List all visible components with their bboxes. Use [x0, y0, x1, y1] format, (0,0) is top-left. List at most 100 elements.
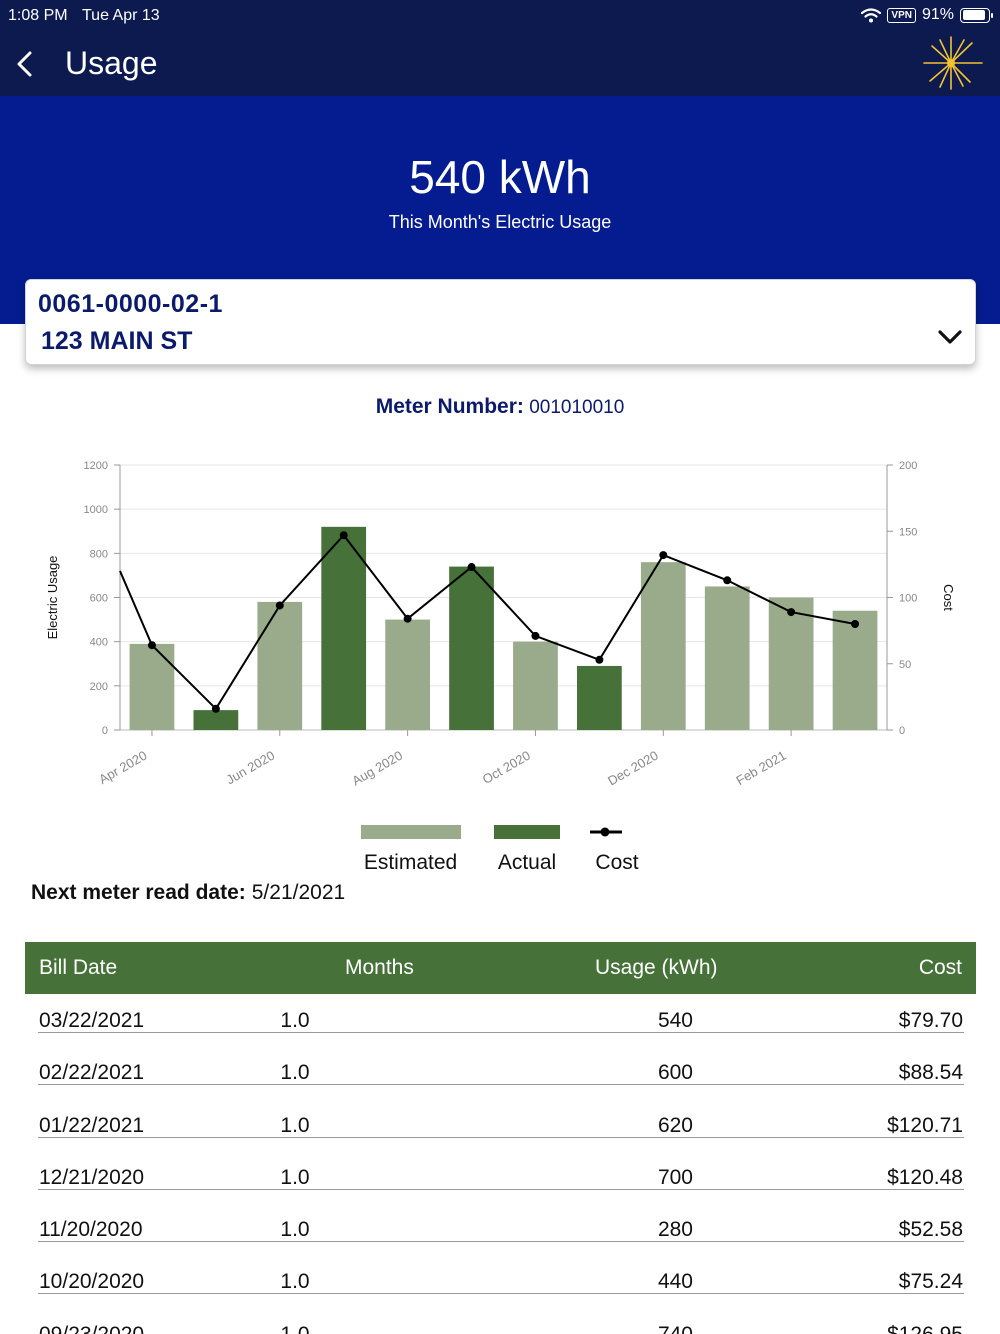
x-tick-label: Aug 2020 — [349, 748, 405, 789]
x-tick-label: Feb 2021 — [734, 748, 789, 788]
row-bill-date: 10/20/2020 — [39, 1270, 145, 1294]
usage-table-body: 03/22/2021 1.0 540 $79.70 02/22/2021 1.0… — [0, 994, 1000, 1334]
usage-table-header: Bill Date Months Usage (kWh) Cost — [25, 942, 976, 994]
bar-estimated — [640, 562, 686, 730]
col-months[interactable]: Months — [345, 956, 414, 979]
y2-axis-label: Cost — [941, 584, 956, 611]
legend-estimated-swatch — [360, 825, 461, 839]
next-read-date: 5/21/2021 — [251, 881, 346, 904]
vpn-badge: VPN — [887, 7, 916, 23]
table-row[interactable]: 03/22/2021 1.0 540 $79.70 — [0, 994, 1000, 1046]
account-selector[interactable]: 0061-0000-02-1 123 MAIN ST — [25, 279, 976, 365]
y-tick-label: 1200 — [84, 460, 108, 472]
row-bill-date: 11/20/2020 — [39, 1218, 143, 1242]
account-address: 123 MAIN ST — [41, 327, 193, 355]
row-cost: $120.48 — [887, 1165, 963, 1189]
battery-percent: 91% — [921, 6, 954, 23]
row-months: 1.0 — [280, 1061, 310, 1085]
row-months: 1.0 — [280, 1113, 310, 1137]
row-cost: $79.70 — [898, 1009, 963, 1032]
table-row[interactable]: 12/21/2020 1.0 700 $120.48 — [0, 1151, 1000, 1203]
cost-point — [403, 614, 412, 623]
legend-actual[interactable]: Actual — [494, 822, 560, 875]
legend-cost-label: Cost — [595, 851, 639, 874]
cost-point — [211, 704, 220, 713]
row-cost: $75.24 — [898, 1270, 963, 1294]
y-tick-label: 0 — [102, 725, 108, 737]
legend-actual-swatch — [494, 825, 560, 839]
bar-estimated — [704, 586, 750, 730]
y-tick-label: 800 — [90, 548, 108, 560]
x-tick-label: Oct 2020 — [480, 748, 533, 787]
usage-chart: 0 200 400 600 800 1000 1200 0 50 100 150 200 Electri… — [45, 460, 956, 789]
table-row[interactable]: 02/22/2021 1.0 600 $88.54 — [0, 1046, 1000, 1098]
row-divider — [38, 1293, 964, 1295]
x-tick-label: Apr 2020 — [96, 748, 149, 787]
chart-legend: Estimated Actual Cost — [0, 822, 1000, 882]
bar-estimated — [513, 641, 558, 730]
meter-number-label: Meter Number: — [375, 395, 524, 418]
status-time: 1:08 PM — [8, 7, 68, 24]
y-tick-label: 200 — [90, 681, 108, 693]
bar-actual — [193, 710, 239, 730]
table-row[interactable]: 10/20/2020 1.0 440 $75.24 — [0, 1255, 1000, 1307]
next-meter-read: Next meter read date: 5/21/2021 — [31, 881, 345, 905]
row-cost: $120.71 — [887, 1113, 963, 1137]
table-row[interactable]: 09/23/2020 1.0 740 $126.95 — [0, 1308, 1000, 1334]
row-months: 1.0 — [280, 1165, 310, 1189]
row-bill-date: 12/21/2020 — [39, 1165, 145, 1189]
legend-cost[interactable]: Cost — [590, 822, 644, 875]
top-header: 1:08 PM Tue Apr 13 VPN 91% Usage — [0, 0, 1000, 96]
status-indicators: VPN 91% — [861, 6, 993, 24]
account-number: 0061-0000-02-1 — [38, 290, 223, 318]
x-tick-label: Dec 2020 — [605, 748, 661, 789]
table-row[interactable]: 01/22/2021 1.0 620 $120.71 — [0, 1099, 1000, 1151]
y2-tick-label: 50 — [899, 659, 911, 671]
legend-estimated[interactable]: Estimated — [360, 822, 461, 875]
y-axis-label: Electric Usage — [45, 556, 60, 640]
row-months: 1.0 — [280, 1270, 310, 1294]
row-usage: 700 — [657, 1165, 693, 1189]
row-usage: 280 — [657, 1218, 693, 1242]
cost-point — [339, 531, 348, 540]
bar-estimated — [385, 619, 430, 730]
y2-tick-label: 150 — [899, 526, 917, 538]
y2-tick-label: 0 — [899, 725, 905, 737]
col-cost[interactable]: Cost — [918, 956, 962, 979]
x-tick-label: Jun 2020 — [223, 748, 277, 788]
battery-icon — [960, 7, 993, 23]
y2-tick-label: 100 — [899, 593, 917, 605]
monthly-usage-value: 540 kWh — [409, 151, 591, 203]
table-row[interactable]: 11/20/2020 1.0 280 $52.58 — [0, 1203, 1000, 1255]
y-tick-label: 1000 — [84, 504, 108, 516]
chevron-down-icon — [938, 330, 962, 344]
col-bill-date[interactable]: Bill Date — [39, 956, 118, 979]
cost-point — [531, 631, 540, 640]
bar-actual — [577, 665, 622, 730]
row-bill-date: 02/22/2021 — [39, 1061, 145, 1085]
row-usage: 440 — [657, 1270, 693, 1294]
legend-cost-swatch — [590, 827, 622, 837]
row-usage: 620 — [657, 1113, 693, 1137]
col-usage[interactable]: Usage (kWh) — [595, 956, 718, 979]
bar-estimated — [768, 597, 814, 730]
monthly-usage-label: This Month's Electric Usage — [388, 212, 612, 232]
nav-bar: Usage — [0, 36, 1000, 92]
cost-point — [147, 641, 156, 650]
row-months: 1.0 — [270, 1323, 320, 1334]
row-months: 1.0 — [280, 1218, 310, 1242]
cost-point — [595, 655, 604, 664]
row-divider — [38, 1241, 964, 1243]
back-chevron-icon[interactable] — [12, 46, 42, 82]
row-divider — [38, 1084, 964, 1086]
cost-point — [467, 563, 476, 572]
y-tick-label: 400 — [90, 637, 108, 649]
status-bar: 1:08 PM Tue Apr 13 VPN 91% — [0, 0, 1000, 32]
row-bill-date: 09/23/2020 — [39, 1323, 144, 1334]
legend-actual-label: Actual — [497, 851, 557, 874]
row-usage: 540 — [657, 1009, 693, 1032]
row-usage: 600 — [657, 1061, 693, 1085]
row-divider — [38, 1032, 964, 1033]
bar-actual — [321, 526, 367, 730]
wifi-icon — [861, 7, 882, 22]
